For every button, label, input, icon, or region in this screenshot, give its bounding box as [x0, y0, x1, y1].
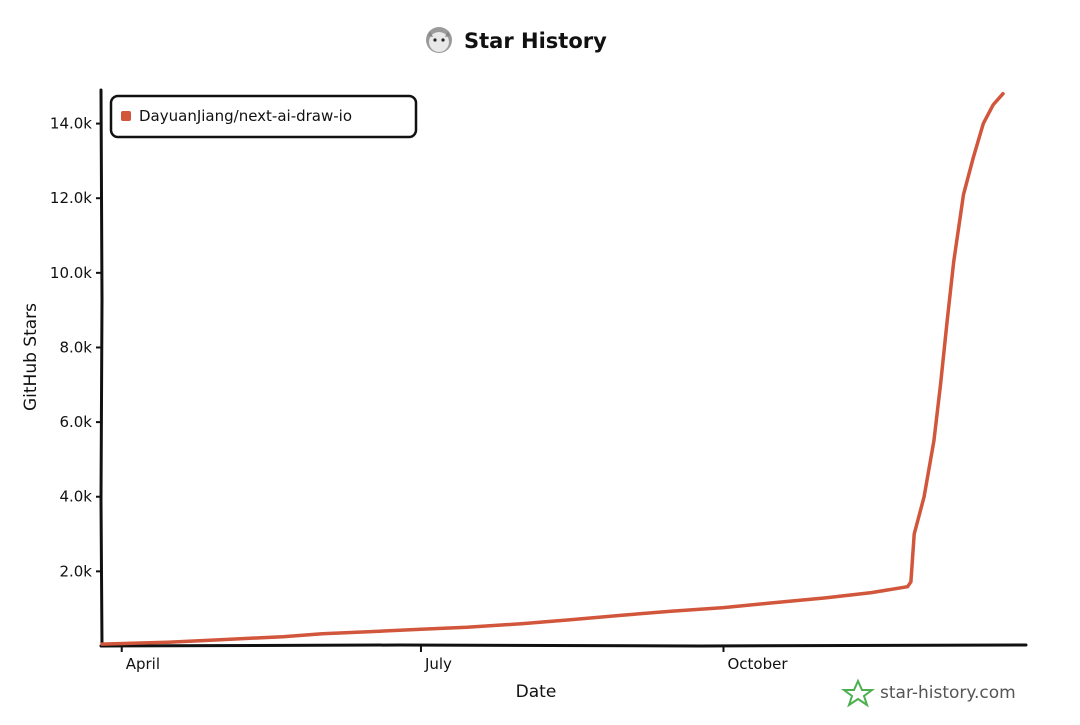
y-tick-label: 8.0k — [59, 338, 92, 356]
watermark: star-history.com — [841, 678, 1016, 708]
star-outline-icon — [841, 678, 875, 708]
x-axis-line — [99, 643, 1028, 648]
legend-label: DayuanJiang/next-ai-draw-io — [139, 107, 352, 125]
x-tick-label: April — [126, 655, 160, 673]
y-tick-label: 14.0k — [50, 115, 92, 133]
legend: DayuanJiang/next-ai-draw-io — [109, 94, 418, 139]
watermark-text: star-history.com — [880, 683, 1016, 703]
x-axis-label: Date — [516, 682, 557, 702]
y-axis-label: GitHub Stars — [21, 303, 41, 411]
y-tick-label: 12.0k — [50, 189, 92, 207]
y-tick-label: 2.0k — [59, 562, 92, 580]
legend-box — [109, 94, 418, 139]
y-axis-line — [99, 88, 104, 648]
y-tick-label: 6.0k — [59, 413, 92, 431]
series-line — [100, 91, 1005, 646]
legend-swatch — [121, 111, 131, 121]
chart-title: Star History — [464, 29, 607, 53]
x-tick-label: July — [424, 655, 452, 673]
y-tick-label: 10.0k — [50, 264, 92, 282]
x-tick-label: October — [727, 655, 788, 673]
y-tick-label: 4.0k — [59, 488, 92, 506]
cat-avatar-icon — [426, 27, 452, 53]
